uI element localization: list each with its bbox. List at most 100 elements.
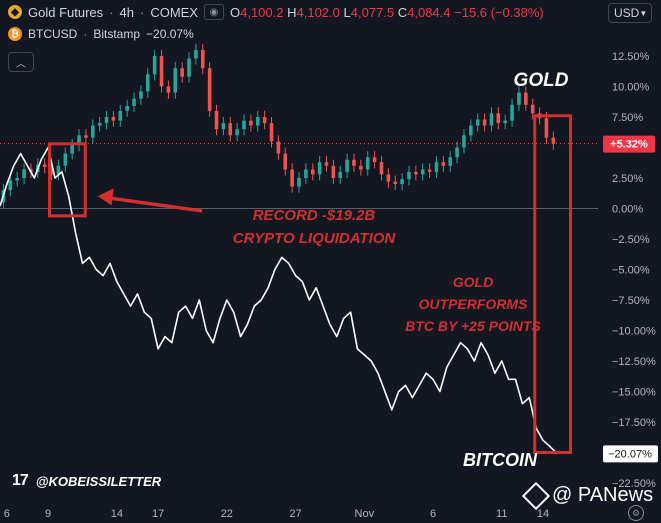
collapse-legend-button[interactable]: ︿ xyxy=(8,52,34,72)
gold-candle xyxy=(214,110,219,130)
y-tick-label: 10.00% xyxy=(612,82,650,94)
gold-candle xyxy=(352,159,356,166)
currency-label: USD xyxy=(614,6,640,20)
gold-candle xyxy=(125,106,129,111)
time-axis[interactable]: 6 9 14 17 22 27 Nov 6 11 14 xyxy=(4,508,549,520)
gold-candle xyxy=(194,49,198,59)
gold-candle xyxy=(462,135,466,148)
gold-candle xyxy=(200,49,205,69)
btc-exchange: Bitstamp xyxy=(93,27,141,41)
gold-candle xyxy=(235,129,239,136)
chevron-up-icon: ︿ xyxy=(16,58,26,70)
gold-candle xyxy=(249,120,253,126)
eye-icon[interactable]: ◉ xyxy=(203,4,224,20)
gold-candle xyxy=(276,141,281,154)
bitcoin-coin-icon: ₿ xyxy=(8,27,22,41)
gold-candle xyxy=(97,123,102,126)
annotations: RECORD -$19.2B CRYPTO LIQUIDATION GOLD OUTP… xyxy=(47,70,573,470)
gold-candle xyxy=(242,120,246,130)
gear-icon[interactable]: ⚙ xyxy=(628,505,644,521)
gold-candle xyxy=(90,125,95,138)
arrow-icon xyxy=(97,188,114,206)
x-tick-label: 17 xyxy=(152,508,164,520)
y-tick-label: 0.00% xyxy=(612,204,643,216)
gold-candle xyxy=(269,123,274,142)
gold-candle xyxy=(310,169,315,175)
gold-exchange: COMEX xyxy=(150,4,198,20)
gold-legend[interactable]: ◆ Gold Futures · 4h · COMEX ◉ O4,100.2 H… xyxy=(8,4,544,20)
y-tick-label: −22.50% xyxy=(612,478,656,490)
y-tick-label: −10.00% xyxy=(612,326,656,338)
tradingview-brand[interactable]: 17 @KOBEISSILETTER xyxy=(12,472,161,490)
price-axis: 12.50%10.00%7.50%5.00%2.50%0.00%−2.50%−5… xyxy=(603,51,658,490)
gold-candle xyxy=(290,169,294,187)
gold-candle xyxy=(503,120,508,124)
btc-series-path xyxy=(0,146,558,454)
gold-candle xyxy=(345,159,349,172)
gold-candle xyxy=(359,165,363,170)
gold-candle xyxy=(262,117,267,124)
gold-candle xyxy=(56,165,61,175)
gold-candle xyxy=(187,58,191,77)
btc-last-value-badge xyxy=(603,445,658,463)
y-tick-label: −17.50% xyxy=(612,417,656,429)
outperform-verb-label: OUTPERFORMS xyxy=(419,296,529,312)
gold-candle xyxy=(379,162,384,175)
gold-candle xyxy=(414,171,418,175)
chevron-down-icon: ▼ xyxy=(639,8,648,18)
gold-candle xyxy=(180,68,184,77)
gold-candle xyxy=(400,179,404,185)
gold-candle xyxy=(22,169,26,178)
gold-candle xyxy=(145,74,150,92)
gold-candle xyxy=(469,125,473,136)
y-tick-label: 12.50% xyxy=(612,51,650,63)
btc-last-value-label: −20.07% xyxy=(608,448,652,460)
gold-candle xyxy=(8,180,13,191)
y-tick-label: −15.00% xyxy=(612,387,656,399)
gold-candle xyxy=(152,56,157,75)
gold-candle xyxy=(551,137,556,144)
gold-candle xyxy=(448,157,453,166)
crypto-liquidation-label: CRYPTO LIQUIDATION xyxy=(233,230,397,247)
y-tick-label: −7.50% xyxy=(612,295,650,307)
arrow-shaft xyxy=(107,196,203,213)
x-tick-label: 11 xyxy=(496,508,507,520)
outperform-highlight-box xyxy=(533,114,573,454)
gold-candle xyxy=(166,86,171,93)
gold-candle xyxy=(63,153,68,166)
gold-interval: 4h xyxy=(119,4,134,20)
panews-text: @ PANews xyxy=(552,484,654,506)
gold-candle xyxy=(297,178,301,187)
gold-candle xyxy=(255,117,260,126)
gold-last-value-badge xyxy=(603,135,655,153)
gold-candle xyxy=(139,91,143,99)
gold-candle xyxy=(159,56,164,87)
gold-candle xyxy=(228,123,233,136)
btc-change: −20.07% xyxy=(146,27,194,41)
panews-watermark: @ PANews xyxy=(521,481,654,510)
panews-logo-icon xyxy=(521,481,551,510)
gold-candle xyxy=(530,104,535,114)
bitcoin-series-label: BITCOIN xyxy=(463,450,538,470)
gold-candle xyxy=(475,119,480,126)
gold-candle xyxy=(111,117,116,121)
gold-candle xyxy=(517,92,521,105)
gold-candles xyxy=(0,43,598,209)
x-tick-label: 14 xyxy=(111,508,123,520)
kobeissi-handle: @KOBEISSILETTER xyxy=(35,473,162,489)
gold-candle xyxy=(524,92,528,105)
gold-candle xyxy=(482,119,487,126)
liquidation-highlight-box xyxy=(47,142,87,218)
gold-candle xyxy=(434,162,439,172)
gold-candle xyxy=(455,147,459,158)
x-tick-label: 22 xyxy=(221,508,233,520)
gold-candle xyxy=(331,165,336,178)
currency-selector[interactable]: USD ▼ xyxy=(608,3,652,23)
gold-candle xyxy=(207,68,212,111)
y-tick-label: 2.50% xyxy=(612,173,643,185)
gold-candle xyxy=(304,169,308,178)
x-tick-label: 27 xyxy=(289,508,301,520)
btc-legend[interactable]: ₿ BTCUSD · Bitstamp −20.07% xyxy=(8,27,194,41)
gold-candle xyxy=(496,113,501,124)
